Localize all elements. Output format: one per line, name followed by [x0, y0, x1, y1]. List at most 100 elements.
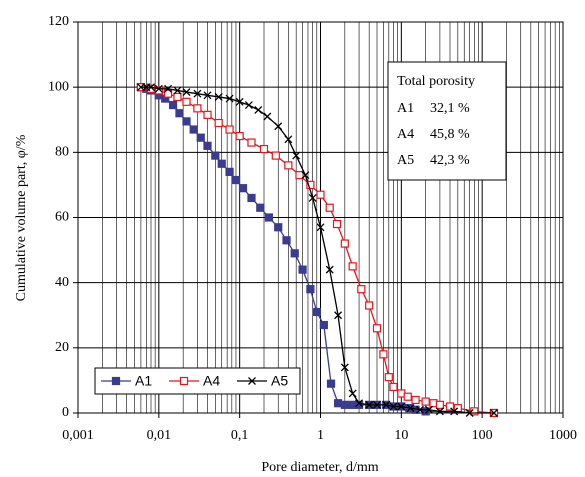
annotation-value: 45,8 % [430, 127, 470, 142]
marker [290, 249, 299, 258]
marker [325, 265, 334, 274]
marker [254, 106, 263, 114]
x-tick-label: 10 [394, 428, 408, 443]
annotation-title: Total porosity [397, 74, 475, 89]
y-tick-label: 20 [55, 340, 69, 355]
x-tick-label: 0,001 [62, 428, 94, 443]
marker [163, 89, 173, 98]
marker [182, 117, 191, 126]
marker [340, 239, 349, 248]
marker [173, 92, 182, 102]
y-tick-label: 60 [55, 210, 69, 225]
marker [211, 151, 220, 160]
marker [274, 223, 283, 232]
x-tick-label: 1 [317, 428, 324, 443]
annotation-value: 32,1 % [430, 101, 470, 116]
marker [168, 100, 178, 110]
marker [154, 84, 163, 93]
marker [284, 161, 293, 170]
marker [173, 86, 182, 95]
marker [263, 112, 272, 121]
marker [175, 109, 184, 118]
y-tick-label: 100 [48, 79, 69, 94]
marker [365, 400, 374, 409]
marker [332, 219, 342, 229]
marker [225, 167, 234, 176]
marker [365, 301, 374, 310]
marker [325, 203, 334, 212]
marker [231, 175, 241, 185]
marker [247, 193, 256, 203]
marker [203, 91, 212, 100]
annotation-box [387, 61, 507, 181]
marker [435, 400, 445, 409]
marker [384, 373, 393, 382]
y-tick-label: 80 [55, 145, 69, 160]
marker [256, 203, 265, 212]
plot-frame [77, 21, 564, 414]
series-line [140, 86, 494, 414]
marker [225, 125, 234, 134]
marker [147, 83, 155, 92]
marker [189, 125, 198, 134]
marker [348, 389, 357, 398]
marker [111, 376, 121, 386]
y-tick-label: 120 [48, 14, 69, 29]
marker [244, 101, 253, 110]
y-axis-title: Cumulative volume part, φ/% [14, 134, 29, 301]
marker [271, 151, 280, 160]
legend: A1 A4 A5 [94, 367, 301, 395]
marker [340, 363, 349, 372]
marker [397, 402, 406, 411]
annotation-value: 42,3 % [430, 153, 470, 168]
marker [284, 135, 293, 144]
marker [465, 409, 474, 417]
marker [264, 213, 274, 222]
marker [235, 131, 244, 141]
marker [389, 402, 398, 411]
marker [403, 392, 412, 401]
annotation-name: A5 [397, 153, 414, 168]
marker [214, 118, 223, 128]
marker [217, 159, 226, 168]
marker [295, 171, 304, 180]
marker [179, 376, 189, 386]
x-tick-label: 100 [472, 428, 493, 443]
marker [355, 399, 364, 408]
marker [333, 399, 343, 408]
marker [182, 97, 191, 106]
marker [316, 223, 325, 232]
marker [235, 97, 244, 106]
marker [274, 122, 283, 131]
marker [154, 86, 163, 95]
marker [316, 190, 325, 199]
marker [225, 94, 234, 103]
marker [193, 89, 202, 98]
x-tick-label: 0,01 [147, 428, 172, 443]
legend-label: A5 [271, 373, 288, 389]
marker [301, 171, 310, 180]
marker [238, 184, 248, 193]
legend-label: A1 [135, 373, 152, 389]
marker [164, 84, 173, 93]
marker [306, 180, 315, 190]
marker [308, 193, 317, 202]
marker [445, 402, 455, 411]
annotation-name: A1 [397, 101, 414, 116]
marker [319, 320, 328, 330]
marker [282, 236, 291, 245]
marker [298, 265, 307, 274]
marker [193, 104, 202, 113]
x-axis-title: Pore diameter, d/mm [261, 460, 378, 475]
legend-label: A4 [203, 373, 220, 389]
marker [357, 285, 366, 294]
marker [196, 133, 205, 142]
marker [203, 141, 212, 150]
marker [334, 311, 343, 320]
marker [421, 397, 430, 406]
marker [406, 404, 415, 413]
marker [326, 379, 336, 388]
marker [354, 400, 364, 409]
marker [416, 405, 424, 414]
